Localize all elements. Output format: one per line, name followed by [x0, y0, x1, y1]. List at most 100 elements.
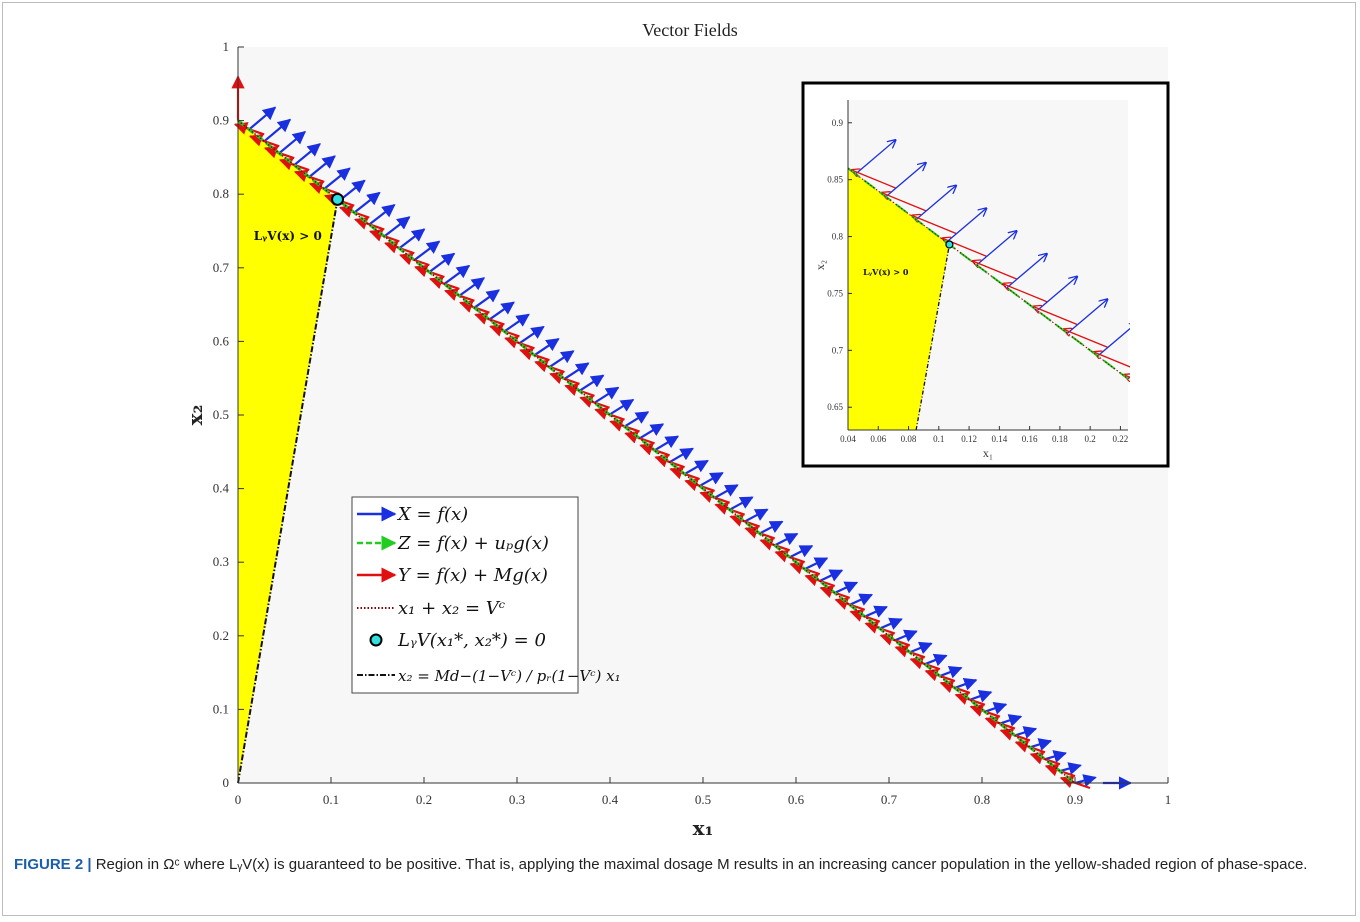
field-arrow-x — [684, 459, 709, 475]
field-arrow-y — [729, 514, 761, 528]
field-arrow-x — [308, 155, 336, 178]
field-arrow-x — [774, 532, 799, 547]
x-tick-label: 0.3 — [509, 792, 525, 807]
inset-y-tick-label: 0.85 — [827, 175, 843, 185]
field-arrow-y — [954, 692, 986, 706]
inset-y-tick-label: 0.7 — [832, 345, 844, 355]
caption-lead: FIGURE 2 | — [14, 856, 92, 873]
field-arrow-x — [699, 471, 724, 487]
field-arrow-x — [1014, 726, 1038, 739]
field-arrow-x — [323, 167, 351, 190]
inset-arrow-y — [1033, 307, 1078, 326]
inset-arrow-x — [945, 208, 986, 243]
field-arrow-x — [909, 641, 933, 655]
inset-arrow-y — [852, 170, 896, 189]
caption-text: Region in Ωᶜ where LᵧV(x) is guaranteed … — [91, 856, 1308, 873]
field-arrow-x — [593, 386, 620, 404]
y-tick-label: 0.6 — [213, 333, 230, 348]
field-arrow-x — [503, 313, 530, 333]
inset-line-vc — [847, 167, 1129, 380]
inset-x-tick-label: 0.06 — [870, 434, 886, 444]
field-arrow-x — [1044, 750, 1067, 763]
inset-x-tick-label: 0.18 — [1052, 434, 1068, 444]
field-arrow-x — [1059, 762, 1082, 775]
field-arrow-x — [879, 617, 903, 630]
field-arrow-x — [654, 435, 680, 452]
x-tick-label: 0.6 — [788, 792, 805, 807]
field-arrow-x — [263, 118, 292, 143]
field-arrow-x — [939, 665, 963, 679]
field-arrow-x — [608, 398, 635, 416]
y-tick-label: 1 — [223, 39, 230, 54]
series-line-boundary — [237, 199, 339, 784]
inset-axes: 0.04 0.06 0.08 0.1 0.12 0.14 0.16 0.18 0.2 0.22 0.… — [813, 100, 1128, 460]
chart-title: Vector Fields — [642, 20, 737, 40]
inset-arrow-y — [912, 215, 957, 235]
x-tick-label: 1 — [1165, 792, 1172, 807]
field-arrow-x — [638, 423, 665, 440]
inset-arrow-x — [1036, 277, 1077, 312]
x-tick-label: 0 — [235, 792, 242, 807]
region-label: LᵧV(x) > 0 — [254, 229, 322, 243]
field-arrow-y — [474, 312, 505, 326]
inset-x-tick-label: 0.12 — [961, 434, 977, 444]
field-arrow-x — [413, 240, 441, 262]
inset-shaded-region — [848, 168, 950, 430]
field-arrow-y — [699, 490, 730, 504]
inset-y-axis-label: x₂ — [813, 260, 827, 270]
field-arrow-x — [578, 374, 605, 392]
field-arrow-x — [984, 702, 1008, 715]
inset-zoom-plot: LᵧV(x) > 0 0.04 0.06 0.08 0.1 0.12 0.14 0.16 0.… — [801, 81, 1170, 468]
inset-equilibrium-point — [945, 240, 954, 249]
field-arrow-x — [353, 191, 381, 214]
inset-x-tick-label: 0.04 — [840, 434, 856, 444]
field-arrow-x — [759, 520, 784, 535]
field-arrow-x — [623, 411, 650, 428]
field-arrow-x — [969, 690, 993, 703]
field-arrow-x — [924, 653, 948, 667]
y-tick-label: 0 — [223, 775, 230, 790]
x-tick-label: 0.1 — [323, 792, 339, 807]
field-arrow-x — [533, 337, 560, 357]
legend-label-boundary: x₂ = Md−(1−Vᶜ) / pᵣ(1−Vᶜ) x₁ — [398, 667, 621, 685]
x-tick-label: 0.9 — [1067, 792, 1083, 807]
field-arrow-x — [548, 350, 575, 369]
field-arrow-x — [999, 714, 1023, 727]
inset-arrow-x — [1097, 322, 1130, 357]
y-tick-label: 0.9 — [213, 113, 229, 128]
inset-arrow-x — [976, 231, 1017, 266]
field-arrow-x — [714, 484, 739, 499]
inset-arrow-y — [882, 193, 927, 212]
inset-x-tick-label: 0.16 — [1022, 434, 1038, 444]
legend-label-equilibrium: LᵧV(x₁*, x₂*) = 0 — [397, 630, 546, 651]
y-axis-label: x₂ — [183, 405, 207, 426]
y-tick-label: 0.3 — [213, 554, 229, 569]
legend-label-z: Z = f(x) + uₚg(x) — [397, 533, 549, 554]
inset-arrow-y — [1003, 284, 1048, 303]
inset-y-tick-label: 0.75 — [827, 288, 843, 298]
field-arrow-x — [473, 289, 500, 309]
field-arrow-x — [428, 252, 456, 273]
inset-x-axis-label: x₁ — [983, 446, 993, 460]
field-arrow-y — [504, 335, 535, 350]
field-arrow-x — [1074, 774, 1097, 787]
y-tick-label: 0.1 — [213, 701, 229, 716]
field-arrow-x — [248, 106, 277, 131]
inset-plot-area: LᵧV(x) > 0 — [847, 100, 1130, 430]
y-tick-label: 0.7 — [213, 260, 230, 275]
field-arrow-x — [443, 264, 471, 285]
inset-arrow-y — [1063, 329, 1108, 348]
inset-x-tick-label: 0.1 — [933, 434, 944, 444]
y-tick-label: 0.8 — [213, 186, 229, 201]
inset-arrow-y — [1094, 352, 1130, 368]
field-arrow-y — [354, 217, 385, 231]
field-arrow-x — [864, 605, 888, 618]
vector-field-chart: Vector Fields LᵧV(x) > 0 0 0.1 0.2 0.3 0.4 0.… — [183, 20, 1172, 840]
field-arrow-x — [894, 629, 918, 642]
legend: X = f(x) Z = f(x) + uₚg(x) Y = f(x) + Mg… — [351, 496, 621, 694]
equilibrium-point — [331, 192, 345, 206]
field-arrow-x — [789, 545, 814, 559]
legend-label-y: Y = f(x) + Mg(x) — [398, 565, 548, 586]
field-arrow-x — [488, 301, 515, 321]
field-arrow-x — [849, 593, 873, 606]
